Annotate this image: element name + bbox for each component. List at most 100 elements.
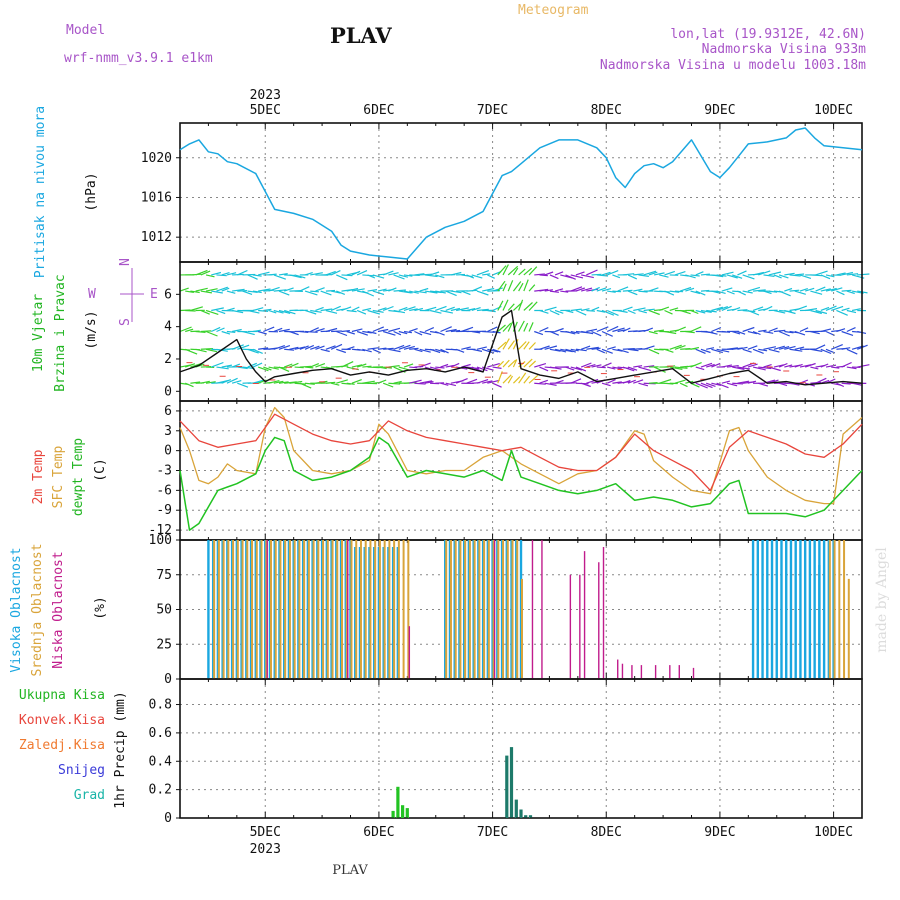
wind-barb (591, 273, 602, 276)
wind-barb (346, 382, 355, 385)
wind-barb (336, 348, 346, 354)
wind-barb (325, 327, 338, 333)
wind-barb (622, 327, 631, 333)
wind-barb (831, 305, 844, 312)
sfc-temp-line (179, 406, 863, 505)
wind-barb (310, 345, 320, 350)
wind-barb (278, 273, 288, 276)
cloud-panel: 0 25 50 75 100 (149, 533, 863, 687)
wind-barb (648, 271, 658, 276)
wind-barb (685, 274, 696, 279)
wind-barb (200, 290, 212, 294)
wind-barb (747, 345, 758, 350)
wind-barb (726, 347, 738, 350)
wind-barb (742, 348, 752, 353)
wind-barb (575, 309, 587, 316)
wind-barb (195, 330, 206, 333)
top-day-label: 9DEC (704, 103, 735, 118)
wind-barb (690, 326, 702, 333)
wind-barb (716, 290, 726, 294)
wind-barb (664, 290, 675, 296)
wind-barb (534, 382, 546, 385)
wind-barb (773, 274, 782, 279)
wind-barb (252, 274, 262, 277)
wind-barb (633, 379, 644, 384)
wind-barb (216, 274, 227, 277)
wind-barb (440, 382, 449, 386)
wind-barb (258, 347, 269, 350)
wind-barb (450, 307, 461, 312)
wind-barb (721, 380, 731, 384)
wind-axis-subtitle: Brzina i Pravac (53, 274, 68, 391)
wind-barb (591, 286, 600, 292)
meteogram-label: Meteogram (518, 3, 589, 18)
wind-barb (284, 287, 294, 292)
wind-barb (607, 366, 616, 370)
wind-barb (409, 290, 419, 294)
pressure-line (179, 127, 863, 260)
wind-barb (617, 329, 626, 333)
wind-barb (284, 348, 295, 351)
wind-barb (690, 274, 700, 277)
wind-barb (325, 309, 338, 314)
wind-barb (315, 306, 324, 312)
wind-barb (830, 344, 843, 350)
wind-barb (242, 290, 253, 295)
wind-barb (393, 330, 402, 336)
wind-barb (700, 309, 712, 313)
wind-barb (528, 284, 536, 292)
wind-barb (591, 306, 600, 312)
wind-barb (226, 272, 237, 276)
wind-barb (544, 306, 557, 312)
wind-barb (789, 289, 800, 292)
wind-barb (482, 287, 495, 292)
wind-barb (857, 364, 870, 368)
wind-barb (768, 366, 781, 372)
wind-barb (732, 274, 743, 279)
wind-barb (669, 290, 680, 293)
wind-barb (179, 326, 192, 333)
wind-barb (336, 274, 348, 281)
wind-panel: 0 2 4 6 (164, 261, 870, 402)
wind-barb (382, 305, 394, 312)
wind-barb (825, 287, 837, 292)
wind-barb (367, 347, 380, 350)
wind-barb (846, 366, 857, 370)
wind-barb (336, 290, 346, 295)
wind-barb (544, 271, 554, 276)
wind-barb (320, 308, 333, 312)
wind-barb (820, 363, 829, 368)
wind-barb (758, 382, 769, 387)
wind-barb (507, 321, 514, 332)
wind-barb (778, 290, 791, 297)
wind-barb (221, 272, 230, 276)
wind-barb (565, 348, 577, 353)
wind-barb (784, 330, 794, 334)
wind-barb (695, 290, 706, 296)
wind-barb (372, 290, 385, 296)
wind-barb (596, 309, 606, 313)
precip-bar (528, 815, 533, 818)
wind-barb (304, 382, 315, 385)
wind-barb (393, 380, 402, 384)
wind-barb (851, 308, 861, 312)
wind-barb (773, 345, 785, 350)
wind-barb (528, 266, 538, 276)
wind-barb (700, 382, 713, 389)
wind-barb (815, 344, 826, 350)
bottom-day-label: 8DEC (591, 825, 622, 840)
wind-barb (252, 329, 261, 333)
wind-barb (502, 299, 509, 311)
wind-barb (784, 309, 796, 315)
wind-barb (799, 288, 808, 292)
y-tick-label: 0 (164, 672, 172, 687)
wind-barb (732, 307, 741, 312)
wind-barb (226, 290, 236, 294)
wind-barb (273, 289, 287, 292)
wind-barb (768, 271, 782, 276)
wind-barb (398, 274, 409, 278)
wind-barb (601, 382, 611, 387)
wind-barb (622, 366, 635, 372)
wind-barb (372, 326, 385, 333)
